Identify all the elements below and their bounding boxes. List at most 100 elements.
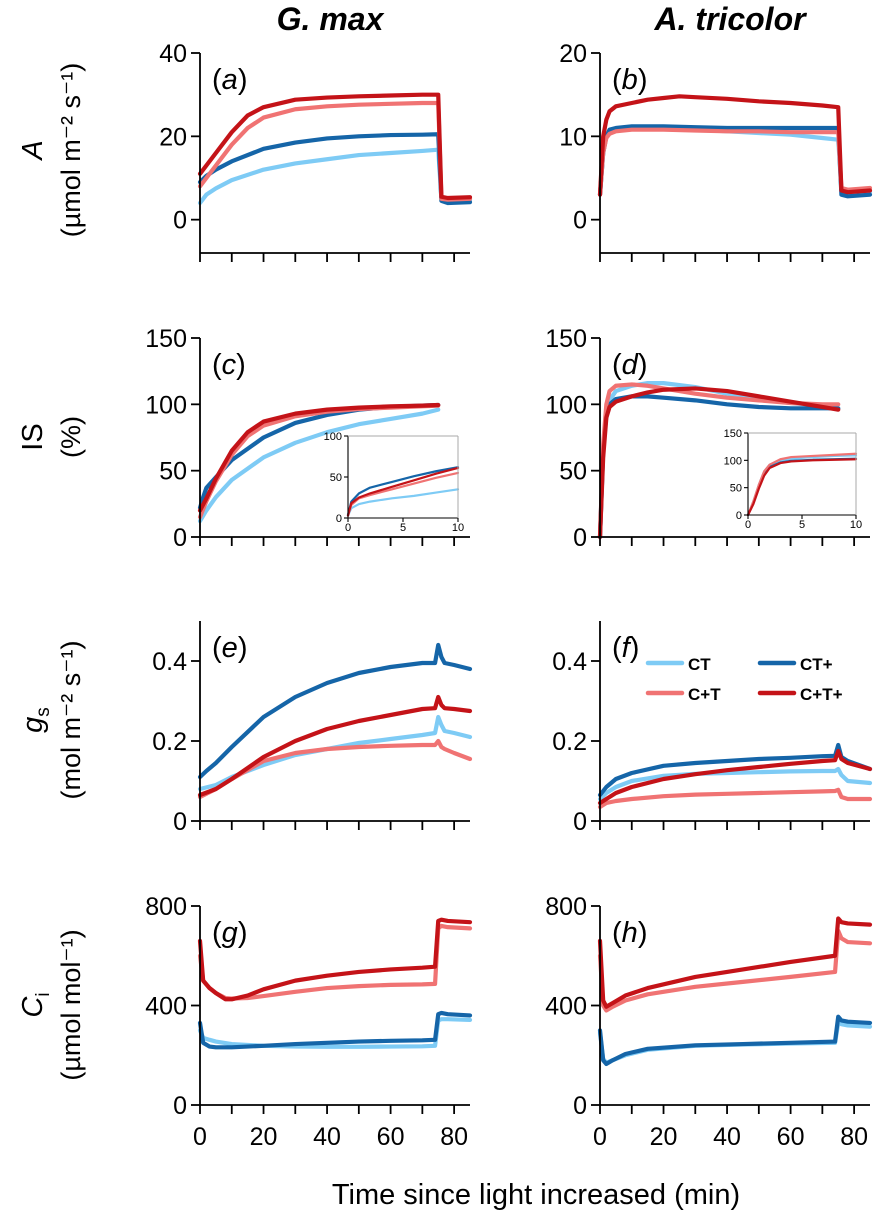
inset-axes: 0 50 100 xyxy=(324,431,460,525)
y-tick-label: 0 xyxy=(573,808,587,836)
series-line-cplustplus xyxy=(197,402,441,513)
series-line-ctplus xyxy=(346,466,460,516)
panel-f: 0 0.2 0.4 (f) xyxy=(552,621,873,836)
panel-c: 0 50 100 150 (c) 0 50 100 0 5 10 xyxy=(145,325,470,552)
series-line-cplustplus xyxy=(597,916,873,1009)
series-line-cplustplus xyxy=(197,694,473,798)
axes-frame: 0 20 40 xyxy=(159,40,470,262)
axes-frame: 0 400 800 xyxy=(145,893,470,1120)
legend-label: CT+ xyxy=(800,655,833,674)
main-axes: 0 20 40 xyxy=(159,40,473,262)
legend-item: CT+ xyxy=(757,655,833,674)
panel-d: 0 50 100 150 (d) 0 50 100 150 0 5 10 xyxy=(545,325,870,552)
series-line-ct xyxy=(346,488,460,517)
x-tick-label: 0 xyxy=(193,1123,207,1151)
axes-frame: 0 50 100 150 xyxy=(724,428,857,522)
inset-axes: 0 50 100 150 xyxy=(724,428,858,522)
y-tick-label: 50 xyxy=(559,458,587,486)
x-tick-label: 60 xyxy=(777,1123,805,1151)
y-tick-label: 50 xyxy=(730,483,742,495)
y-axis-symbol: A xyxy=(17,140,49,161)
inset-x-tick-label: 10 xyxy=(850,519,862,531)
legend-label: CT xyxy=(688,655,711,674)
panel-a: 0 20 40 (a) xyxy=(159,40,473,262)
axes-frame: 0 0.2 0.4 xyxy=(552,621,870,836)
column-title-a-tricolor: A. tricolor xyxy=(653,1,807,37)
y-axis-symbol: Ci xyxy=(17,992,54,1017)
y-tick-label: 100 xyxy=(724,455,742,467)
series-line-ctplus xyxy=(197,642,473,780)
series-line-cplust xyxy=(197,738,473,800)
main-axes: 0 400 800 xyxy=(545,893,873,1120)
x-tick-label: 40 xyxy=(313,1123,341,1151)
y-tick-label: 0 xyxy=(173,808,187,836)
legend-label: C+T+ xyxy=(800,685,843,704)
y-tick-label: 400 xyxy=(145,993,187,1021)
panel-label: (d) xyxy=(612,349,647,381)
panel-label: (h) xyxy=(612,917,647,949)
y-tick-label: 100 xyxy=(324,431,342,443)
y-tick-label: 800 xyxy=(145,893,187,921)
panel-label: (a) xyxy=(212,64,247,96)
panel-g: 0 400 800 (g) 0 20 40 60 80 xyxy=(145,893,473,1151)
main-axes: 0 10 20 xyxy=(559,40,873,262)
y-tick-label: 50 xyxy=(159,458,187,486)
y-tick-label: 0 xyxy=(573,1092,587,1120)
y-tick-label: 150 xyxy=(724,428,742,440)
y-tick-label: 0.4 xyxy=(552,648,587,676)
legend-item: C+T+ xyxy=(757,685,843,704)
y-tick-label: 0 xyxy=(573,207,587,235)
inset-x-tick-label: 10 xyxy=(452,522,464,534)
series-line-cplustplus xyxy=(597,386,841,540)
series-line-cplustplus xyxy=(346,466,460,517)
legend-item: CT xyxy=(645,655,711,674)
y-tick-label: 150 xyxy=(545,325,587,353)
y-tick-label: 20 xyxy=(159,123,187,151)
series-line-ctplus xyxy=(197,132,473,206)
y-axis-label: IS (%) xyxy=(17,416,86,458)
inset-x-tick-label: 0 xyxy=(745,519,751,531)
panel-label: (b) xyxy=(612,64,647,96)
y-tick-label: 0 xyxy=(736,510,742,522)
y-tick-label: 40 xyxy=(159,40,187,68)
column-title-g-max: G. max xyxy=(277,1,385,37)
inset: 0 50 100 150 0 5 10 xyxy=(724,428,862,531)
panel-b: 0 10 20 (b) xyxy=(559,40,873,262)
series-line-ctplus xyxy=(197,1010,473,1050)
y-tick-label: 0 xyxy=(336,513,342,525)
series-line-ctplus xyxy=(597,1014,873,1067)
legend: CT CT+ C+T C+T+ xyxy=(645,655,843,704)
y-tick-label: 0 xyxy=(173,524,187,552)
y-tick-label: 0 xyxy=(173,207,187,235)
panel-label: (c) xyxy=(212,349,246,381)
panel-label: (g) xyxy=(212,917,247,949)
x-tick-label: 40 xyxy=(713,1123,741,1151)
x-tick-label: 20 xyxy=(650,1123,678,1151)
series-line-ct xyxy=(197,407,441,524)
series-line-cplustplus xyxy=(746,458,858,517)
y-axis-label: A (µmol m⁻² s⁻¹) xyxy=(17,63,86,238)
series-line-cplustplus xyxy=(597,748,873,806)
main-axes: 0 400 800 xyxy=(145,893,473,1120)
y-axis-label: gs (mol m⁻² s⁻¹) xyxy=(17,641,86,800)
y-tick-label: 50 xyxy=(330,472,342,484)
x-tick-label: 80 xyxy=(840,1123,868,1151)
axes-frame: 0 50 100 xyxy=(324,431,459,525)
x-tick-label: 60 xyxy=(377,1123,405,1151)
inset-x-tick-label: 5 xyxy=(799,519,805,531)
y-axis-unit: (µmol m⁻² s⁻¹) xyxy=(56,63,86,238)
panel-label: (f) xyxy=(612,632,639,664)
series-line-cplustplus xyxy=(597,94,873,197)
y-tick-label: 0.2 xyxy=(152,728,187,756)
axes-frame: 0 10 20 xyxy=(559,40,870,262)
x-tick-label: 20 xyxy=(250,1123,278,1151)
series-line-cplust xyxy=(597,928,873,1013)
y-tick-label: 800 xyxy=(545,893,587,921)
series-line-ct xyxy=(597,766,873,802)
main-axes: 0 0.2 0.4 xyxy=(552,621,873,836)
x-tick-label: 80 xyxy=(440,1123,468,1151)
